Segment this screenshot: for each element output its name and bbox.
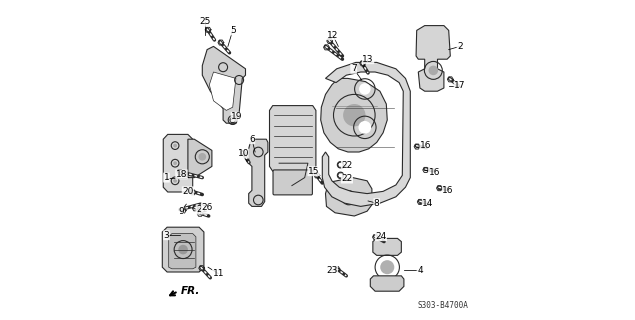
Circle shape bbox=[345, 195, 352, 201]
Text: 23: 23 bbox=[326, 266, 338, 275]
Text: 5: 5 bbox=[230, 26, 236, 35]
Text: 7: 7 bbox=[351, 64, 356, 73]
Circle shape bbox=[359, 83, 371, 95]
Polygon shape bbox=[370, 276, 404, 291]
Polygon shape bbox=[203, 46, 246, 123]
Text: 26: 26 bbox=[201, 203, 213, 212]
Text: 22: 22 bbox=[342, 161, 352, 170]
Circle shape bbox=[199, 153, 206, 161]
Text: 22: 22 bbox=[342, 174, 352, 183]
Polygon shape bbox=[321, 78, 387, 152]
Circle shape bbox=[343, 104, 366, 126]
Text: 16: 16 bbox=[429, 168, 440, 177]
Text: 9: 9 bbox=[178, 207, 184, 216]
Polygon shape bbox=[163, 227, 204, 272]
Text: 1: 1 bbox=[164, 173, 170, 182]
Circle shape bbox=[178, 245, 188, 254]
Circle shape bbox=[173, 161, 177, 165]
Polygon shape bbox=[373, 238, 401, 255]
Text: 19: 19 bbox=[231, 112, 243, 121]
Text: 21: 21 bbox=[196, 205, 208, 214]
Circle shape bbox=[380, 260, 394, 274]
FancyBboxPatch shape bbox=[273, 170, 312, 195]
Polygon shape bbox=[323, 62, 410, 206]
Text: 16: 16 bbox=[443, 186, 454, 195]
Text: 3: 3 bbox=[164, 231, 170, 240]
Polygon shape bbox=[416, 26, 450, 91]
Text: 20: 20 bbox=[182, 187, 194, 196]
Text: 25: 25 bbox=[199, 17, 211, 26]
Text: 17: 17 bbox=[454, 81, 465, 90]
Circle shape bbox=[359, 121, 371, 134]
Polygon shape bbox=[163, 134, 192, 192]
Text: 4: 4 bbox=[417, 266, 423, 275]
Text: 18: 18 bbox=[176, 170, 187, 179]
Circle shape bbox=[429, 66, 438, 75]
Text: 16: 16 bbox=[420, 141, 431, 150]
Text: 12: 12 bbox=[327, 31, 338, 40]
Text: 11: 11 bbox=[213, 269, 224, 278]
Polygon shape bbox=[326, 178, 372, 216]
Polygon shape bbox=[249, 139, 268, 206]
Text: 13: 13 bbox=[363, 55, 374, 64]
Text: 8: 8 bbox=[374, 199, 380, 208]
Polygon shape bbox=[269, 106, 316, 171]
Polygon shape bbox=[210, 72, 236, 110]
Polygon shape bbox=[188, 139, 212, 178]
Text: FR.: FR. bbox=[180, 286, 200, 296]
Text: 24: 24 bbox=[375, 232, 387, 241]
Text: 15: 15 bbox=[308, 167, 319, 176]
Text: 6: 6 bbox=[249, 135, 255, 144]
Polygon shape bbox=[169, 234, 196, 269]
Text: 2: 2 bbox=[457, 42, 463, 51]
Text: 14: 14 bbox=[422, 199, 434, 208]
Circle shape bbox=[173, 179, 177, 183]
Text: S303-B4700A: S303-B4700A bbox=[417, 301, 468, 310]
Text: 10: 10 bbox=[237, 149, 249, 158]
Circle shape bbox=[173, 144, 177, 148]
